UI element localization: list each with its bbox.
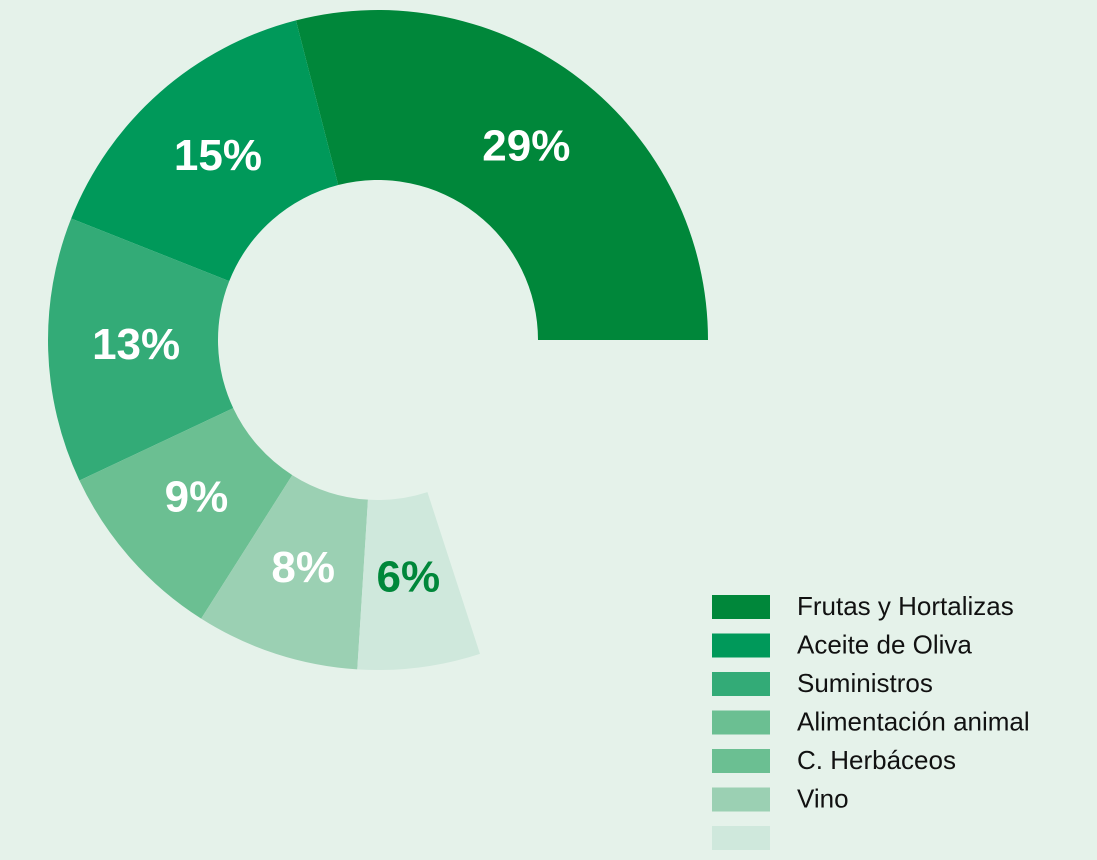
slice-label: 15%	[174, 131, 262, 180]
slice-label: 8%	[271, 543, 335, 592]
legend-swatch	[712, 672, 770, 696]
donut-slice	[48, 218, 234, 481]
donut-slice	[71, 20, 339, 282]
legend-label: Suministros	[797, 668, 933, 698]
donut-slice	[357, 492, 480, 670]
legend-label: C. Herbáceos	[797, 745, 956, 775]
legend-swatch	[712, 633, 770, 658]
legend-swatch	[712, 749, 770, 773]
legend-label: Alimentación animal	[797, 706, 1030, 736]
slice-label: 29%	[482, 121, 570, 170]
donut-slice	[79, 408, 293, 619]
legend-swatch	[712, 787, 770, 812]
slice-label: 13%	[92, 320, 180, 369]
slice-label: 9%	[165, 473, 229, 522]
legend-label: Vino	[797, 783, 849, 813]
legend-swatch	[712, 710, 770, 735]
donut-slice	[201, 475, 368, 670]
donut-slice	[295, 10, 708, 340]
legend-swatch	[712, 826, 770, 850]
legend-swatch	[712, 595, 770, 619]
legend-label: Aceite de Oliva	[797, 629, 972, 659]
legend-label: Frutas y Hortalizas	[797, 591, 1014, 621]
slice-label: 6%	[377, 553, 441, 602]
